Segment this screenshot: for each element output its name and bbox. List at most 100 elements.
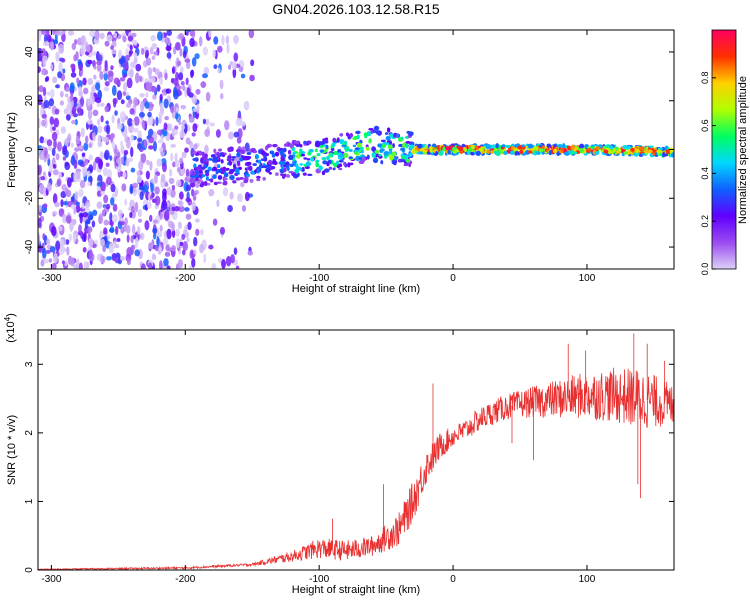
spectrogram-cell <box>93 65 97 70</box>
spectrogram-cell <box>120 226 125 234</box>
snr-y-multiplier-base: (x10 <box>5 321 17 342</box>
spectrogram-track-cell <box>298 148 303 153</box>
spectrogram-cell <box>247 250 253 256</box>
spectrogram-track-cell <box>292 173 299 179</box>
spectrogram-track-cell <box>630 148 635 152</box>
spectrogram-track-cell <box>492 144 496 149</box>
spectrogram-cell <box>133 96 139 108</box>
spectrogram-cell <box>84 207 90 213</box>
spectrogram-track-cell <box>359 146 364 151</box>
spectrogram-track-cell <box>393 159 398 165</box>
spectrogram-track-cell <box>195 173 199 178</box>
spectrogram-cell <box>45 249 51 254</box>
spectrogram-cell <box>84 158 89 166</box>
spectrogram-cell <box>93 74 97 80</box>
spectrogram-cell <box>178 205 185 213</box>
spectrogram-cell <box>126 139 131 149</box>
spectrogram-track-cell <box>533 146 539 151</box>
spectrogram-track-cell <box>393 156 398 161</box>
spectrogram-cell <box>182 50 187 59</box>
spectrogram-cell <box>73 264 78 269</box>
spectrogram-cell <box>136 225 141 235</box>
spectrogram-track-cell <box>229 174 235 181</box>
spectrogram-cell <box>99 102 105 107</box>
spectrogram-cell <box>43 258 49 264</box>
spectrogram-track-cell <box>404 154 408 161</box>
spectrogram-track-cell <box>671 152 674 158</box>
spectrogram-cell <box>58 208 65 217</box>
spectrogram-cell <box>217 45 223 53</box>
spectrogram-cell <box>50 41 55 51</box>
spectrogram-x-tick-label: 100 <box>579 273 596 284</box>
spectrogram-track-cell <box>383 150 389 156</box>
spectrogram-cell <box>164 37 170 45</box>
spectrogram-cell <box>244 191 250 202</box>
spectrogram-cell <box>104 105 109 113</box>
spectrogram-cell <box>42 247 47 259</box>
spectrogram-cell <box>225 255 232 267</box>
spectrogram-cell <box>81 152 86 157</box>
spectrogram-cell <box>49 246 56 253</box>
spectrogram-cell <box>94 30 100 41</box>
spectrogram-cell <box>71 119 76 125</box>
spectrogram-cell <box>126 258 131 266</box>
snr-ylabel: SNR (10 * v/v) <box>6 415 18 485</box>
spectrogram-cell <box>145 57 152 66</box>
spectrogram-cell <box>125 102 132 108</box>
spectrogram-track-cell <box>392 143 395 148</box>
spectrogram-cell <box>196 103 200 114</box>
spectrogram-track-cell <box>343 161 347 166</box>
spectrogram-cell <box>156 84 161 92</box>
spectrogram-cell <box>42 86 47 97</box>
spectrogram-cell <box>231 61 237 71</box>
spectrogram-track-cell <box>315 162 320 168</box>
spectrogram-cell <box>94 156 101 164</box>
spectrogram-track-cell <box>212 174 217 179</box>
spectrogram-cell <box>179 129 185 139</box>
spectrogram-cell <box>188 264 193 269</box>
spectrogram-track-cell <box>222 181 228 186</box>
spectrogram-cell <box>120 140 124 148</box>
spectrogram-cell <box>110 197 115 206</box>
spectrogram-cell <box>166 30 172 36</box>
spectrogram-track-cell <box>256 178 261 182</box>
spectrogram-track-cell <box>386 127 391 133</box>
spectrogram-cell <box>146 201 152 209</box>
spectrogram-cell <box>243 100 250 111</box>
spectrogram-cell <box>52 164 57 169</box>
spectrogram-track-cell <box>400 158 406 163</box>
spectrogram-cell <box>170 105 175 114</box>
spectrogram-cell <box>160 173 166 183</box>
spectrogram-cell <box>54 201 60 208</box>
snr-panel: -300 -200 -100 0 100 0 1 2 3 Height of straight… <box>3 313 675 596</box>
spectrogram-track-cell <box>300 151 306 155</box>
spectrogram-cell <box>75 201 80 206</box>
spectrogram-cell <box>38 183 45 195</box>
spectrogram-track-cell <box>579 148 584 154</box>
spectrogram-cell <box>42 55 48 63</box>
spectrogram-track-cell <box>192 157 198 162</box>
spectrogram-cell <box>166 265 171 269</box>
spectrogram-cell <box>233 131 240 138</box>
spectrogram-cell <box>65 93 69 98</box>
spectrogram-cell <box>80 127 85 138</box>
spectrogram-cell <box>159 211 163 221</box>
spectrogram-track-cell <box>546 143 552 148</box>
spectrogram-track-cell <box>458 146 464 152</box>
spectrogram-cell <box>46 91 51 96</box>
spectrogram-cell <box>159 93 163 101</box>
spectrogram-cell <box>87 119 93 125</box>
colorbar-tick-label: 0.0 <box>700 263 710 276</box>
spectrogram-cell <box>112 203 118 212</box>
spectrogram-cell <box>131 32 137 38</box>
spectrogram-track-cell <box>372 129 377 134</box>
spectrogram-track-cell <box>270 166 274 170</box>
spectrogram-cell <box>72 232 77 243</box>
spectrogram-cell <box>127 157 134 162</box>
spectrogram-track-cell <box>281 175 286 179</box>
spectrogram-track-cell <box>583 150 587 154</box>
spectrogram-cell <box>226 43 230 54</box>
spectrogram-cell <box>79 179 86 189</box>
spectrogram-cell <box>70 92 74 103</box>
spectrogram-cell <box>62 68 66 74</box>
